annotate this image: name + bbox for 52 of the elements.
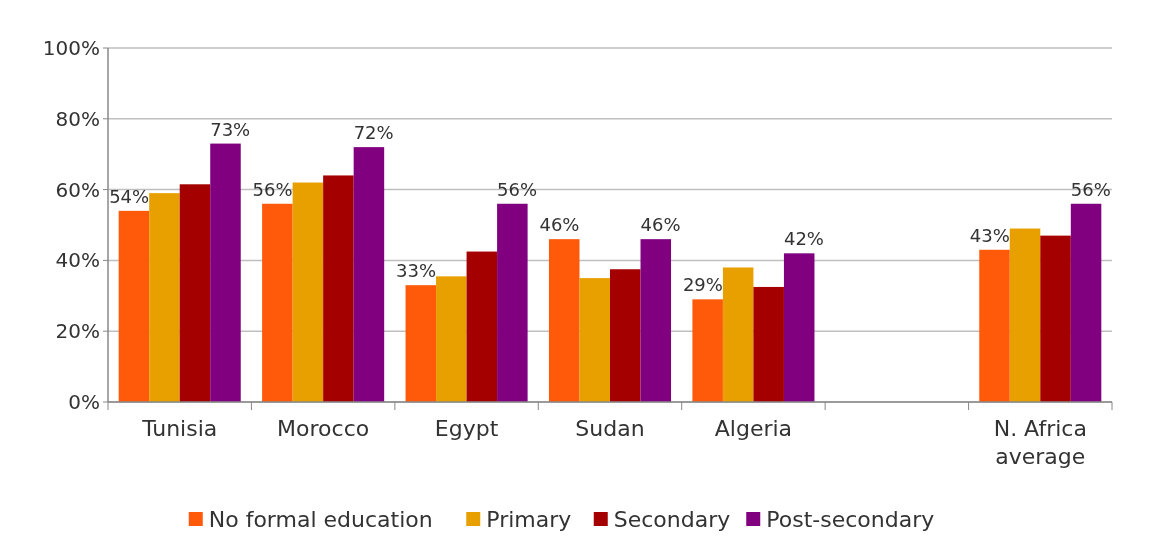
bar bbox=[722, 267, 754, 402]
y-tick-label: 100% bbox=[42, 36, 100, 60]
bar bbox=[753, 286, 784, 402]
bar bbox=[405, 285, 437, 402]
bar bbox=[118, 210, 150, 402]
bar bbox=[579, 278, 610, 402]
bar bbox=[292, 182, 324, 402]
data-label: 29% bbox=[682, 274, 723, 296]
legend-label: Secondary bbox=[613, 506, 731, 532]
bar bbox=[610, 269, 641, 402]
x-tick-label: N. Africa average bbox=[993, 416, 1087, 469]
bar bbox=[262, 203, 293, 402]
y-tick-label: 60% bbox=[55, 177, 100, 202]
data-label: 56% bbox=[497, 178, 538, 200]
bar bbox=[353, 147, 385, 402]
data-label: 73% bbox=[210, 118, 251, 140]
y-tick-label: 0% bbox=[68, 390, 100, 414]
bar bbox=[548, 239, 580, 402]
bar bbox=[149, 193, 180, 402]
bar bbox=[979, 249, 1010, 402]
y-tick-label: 20% bbox=[55, 319, 100, 344]
data-label: 42% bbox=[783, 228, 824, 250]
data-label: 72% bbox=[353, 122, 394, 144]
bar bbox=[1009, 228, 1041, 402]
data-label: 33% bbox=[396, 260, 437, 282]
x-tick-label: Sudan bbox=[575, 416, 645, 441]
legend-label: No formal education bbox=[208, 506, 433, 532]
y-tick-label: 40% bbox=[55, 248, 100, 273]
legend-label: Post-secondary bbox=[766, 506, 935, 532]
bar bbox=[1070, 203, 1102, 402]
data-label: 56% bbox=[1070, 178, 1111, 200]
bar bbox=[323, 175, 354, 402]
bar bbox=[436, 276, 467, 402]
bar bbox=[497, 203, 528, 402]
data-label: 43% bbox=[969, 224, 1010, 246]
y-tick-label: 80% bbox=[55, 106, 100, 131]
bar bbox=[179, 184, 211, 402]
data-label: 46% bbox=[640, 214, 681, 236]
legend-label: Primary bbox=[486, 506, 572, 532]
data-label: 46% bbox=[539, 214, 580, 236]
data-label: 56% bbox=[252, 178, 293, 200]
x-tick-label: Algeria bbox=[714, 416, 793, 441]
bar bbox=[1040, 235, 1071, 402]
bar bbox=[466, 251, 498, 402]
bar bbox=[640, 239, 672, 402]
data-label: 54% bbox=[109, 185, 150, 207]
bar bbox=[210, 143, 241, 402]
bar bbox=[692, 299, 723, 402]
x-tick-label: Egypt bbox=[434, 416, 499, 441]
x-tick-label: Tunisia bbox=[141, 416, 218, 441]
bar bbox=[783, 253, 815, 402]
x-tick-label: Morocco bbox=[277, 416, 370, 441]
